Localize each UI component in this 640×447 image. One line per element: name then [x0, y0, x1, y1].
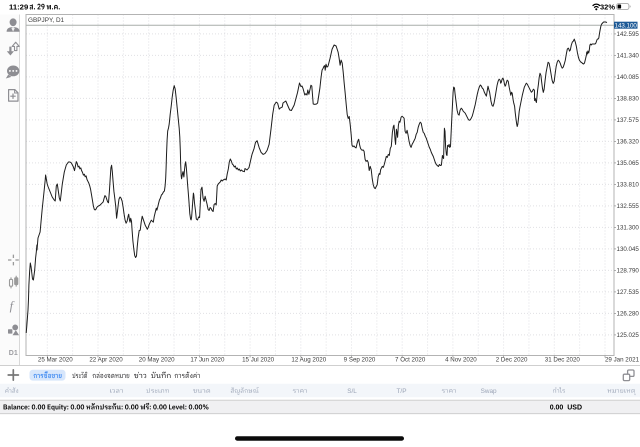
svg-text:136.320: 136.320: [617, 139, 640, 146]
svg-text:137.575: 137.575: [617, 117, 640, 124]
svg-text:4 Nov 2020: 4 Nov 2020: [445, 357, 477, 364]
svg-text:143.100: 143.100: [615, 23, 638, 30]
svg-text:D1: D1: [9, 350, 18, 357]
svg-text:11:29: 11:29: [9, 2, 28, 11]
svg-text:25 Mar 2020: 25 Mar 2020: [38, 357, 73, 364]
svg-text:S/L: S/L: [347, 388, 357, 395]
svg-text:22 Apr 2020: 22 Apr 2020: [89, 357, 123, 364]
svg-text:141.340: 141.340: [617, 53, 640, 60]
svg-text:20 May 2020: 20 May 2020: [139, 357, 175, 364]
svg-text:0.00 USD: 0.00 USD: [550, 404, 582, 411]
svg-text:31 Dec 2020: 31 Dec 2020: [545, 357, 581, 364]
svg-text:9 Sep 2020: 9 Sep 2020: [344, 357, 376, 364]
svg-text:135.065: 135.065: [617, 160, 640, 167]
svg-text:17 Jun 2020: 17 Jun 2020: [190, 357, 225, 364]
svg-text:15 Jul 2020: 15 Jul 2020: [242, 357, 275, 364]
svg-text:130.045: 130.045: [617, 246, 640, 253]
svg-text:T/P: T/P: [397, 388, 407, 395]
svg-text:133.810: 133.810: [617, 182, 640, 189]
svg-text:f: f: [10, 299, 15, 313]
svg-text:7 Oct 2020: 7 Oct 2020: [395, 357, 426, 364]
svg-text:138.830: 138.830: [617, 96, 640, 103]
svg-text:132.555: 132.555: [617, 203, 640, 210]
svg-text:125.025: 125.025: [617, 332, 640, 339]
svg-text:140.085: 140.085: [617, 74, 640, 81]
svg-text:GBPJPY, D1: GBPJPY, D1: [28, 17, 65, 24]
svg-text:128.790: 128.790: [617, 268, 640, 275]
svg-text:Swap: Swap: [481, 388, 497, 395]
svg-text:29 Jan 2021: 29 Jan 2021: [605, 357, 640, 364]
svg-text:32%: 32%: [600, 2, 615, 11]
svg-text:126.280: 126.280: [617, 311, 640, 318]
svg-text:2 Dec 2020: 2 Dec 2020: [496, 357, 528, 364]
svg-text:142.595: 142.595: [617, 31, 640, 38]
svg-text:131.300: 131.300: [617, 225, 640, 232]
svg-text:127.535: 127.535: [617, 289, 640, 296]
svg-text:12 Aug 2020: 12 Aug 2020: [291, 357, 326, 364]
